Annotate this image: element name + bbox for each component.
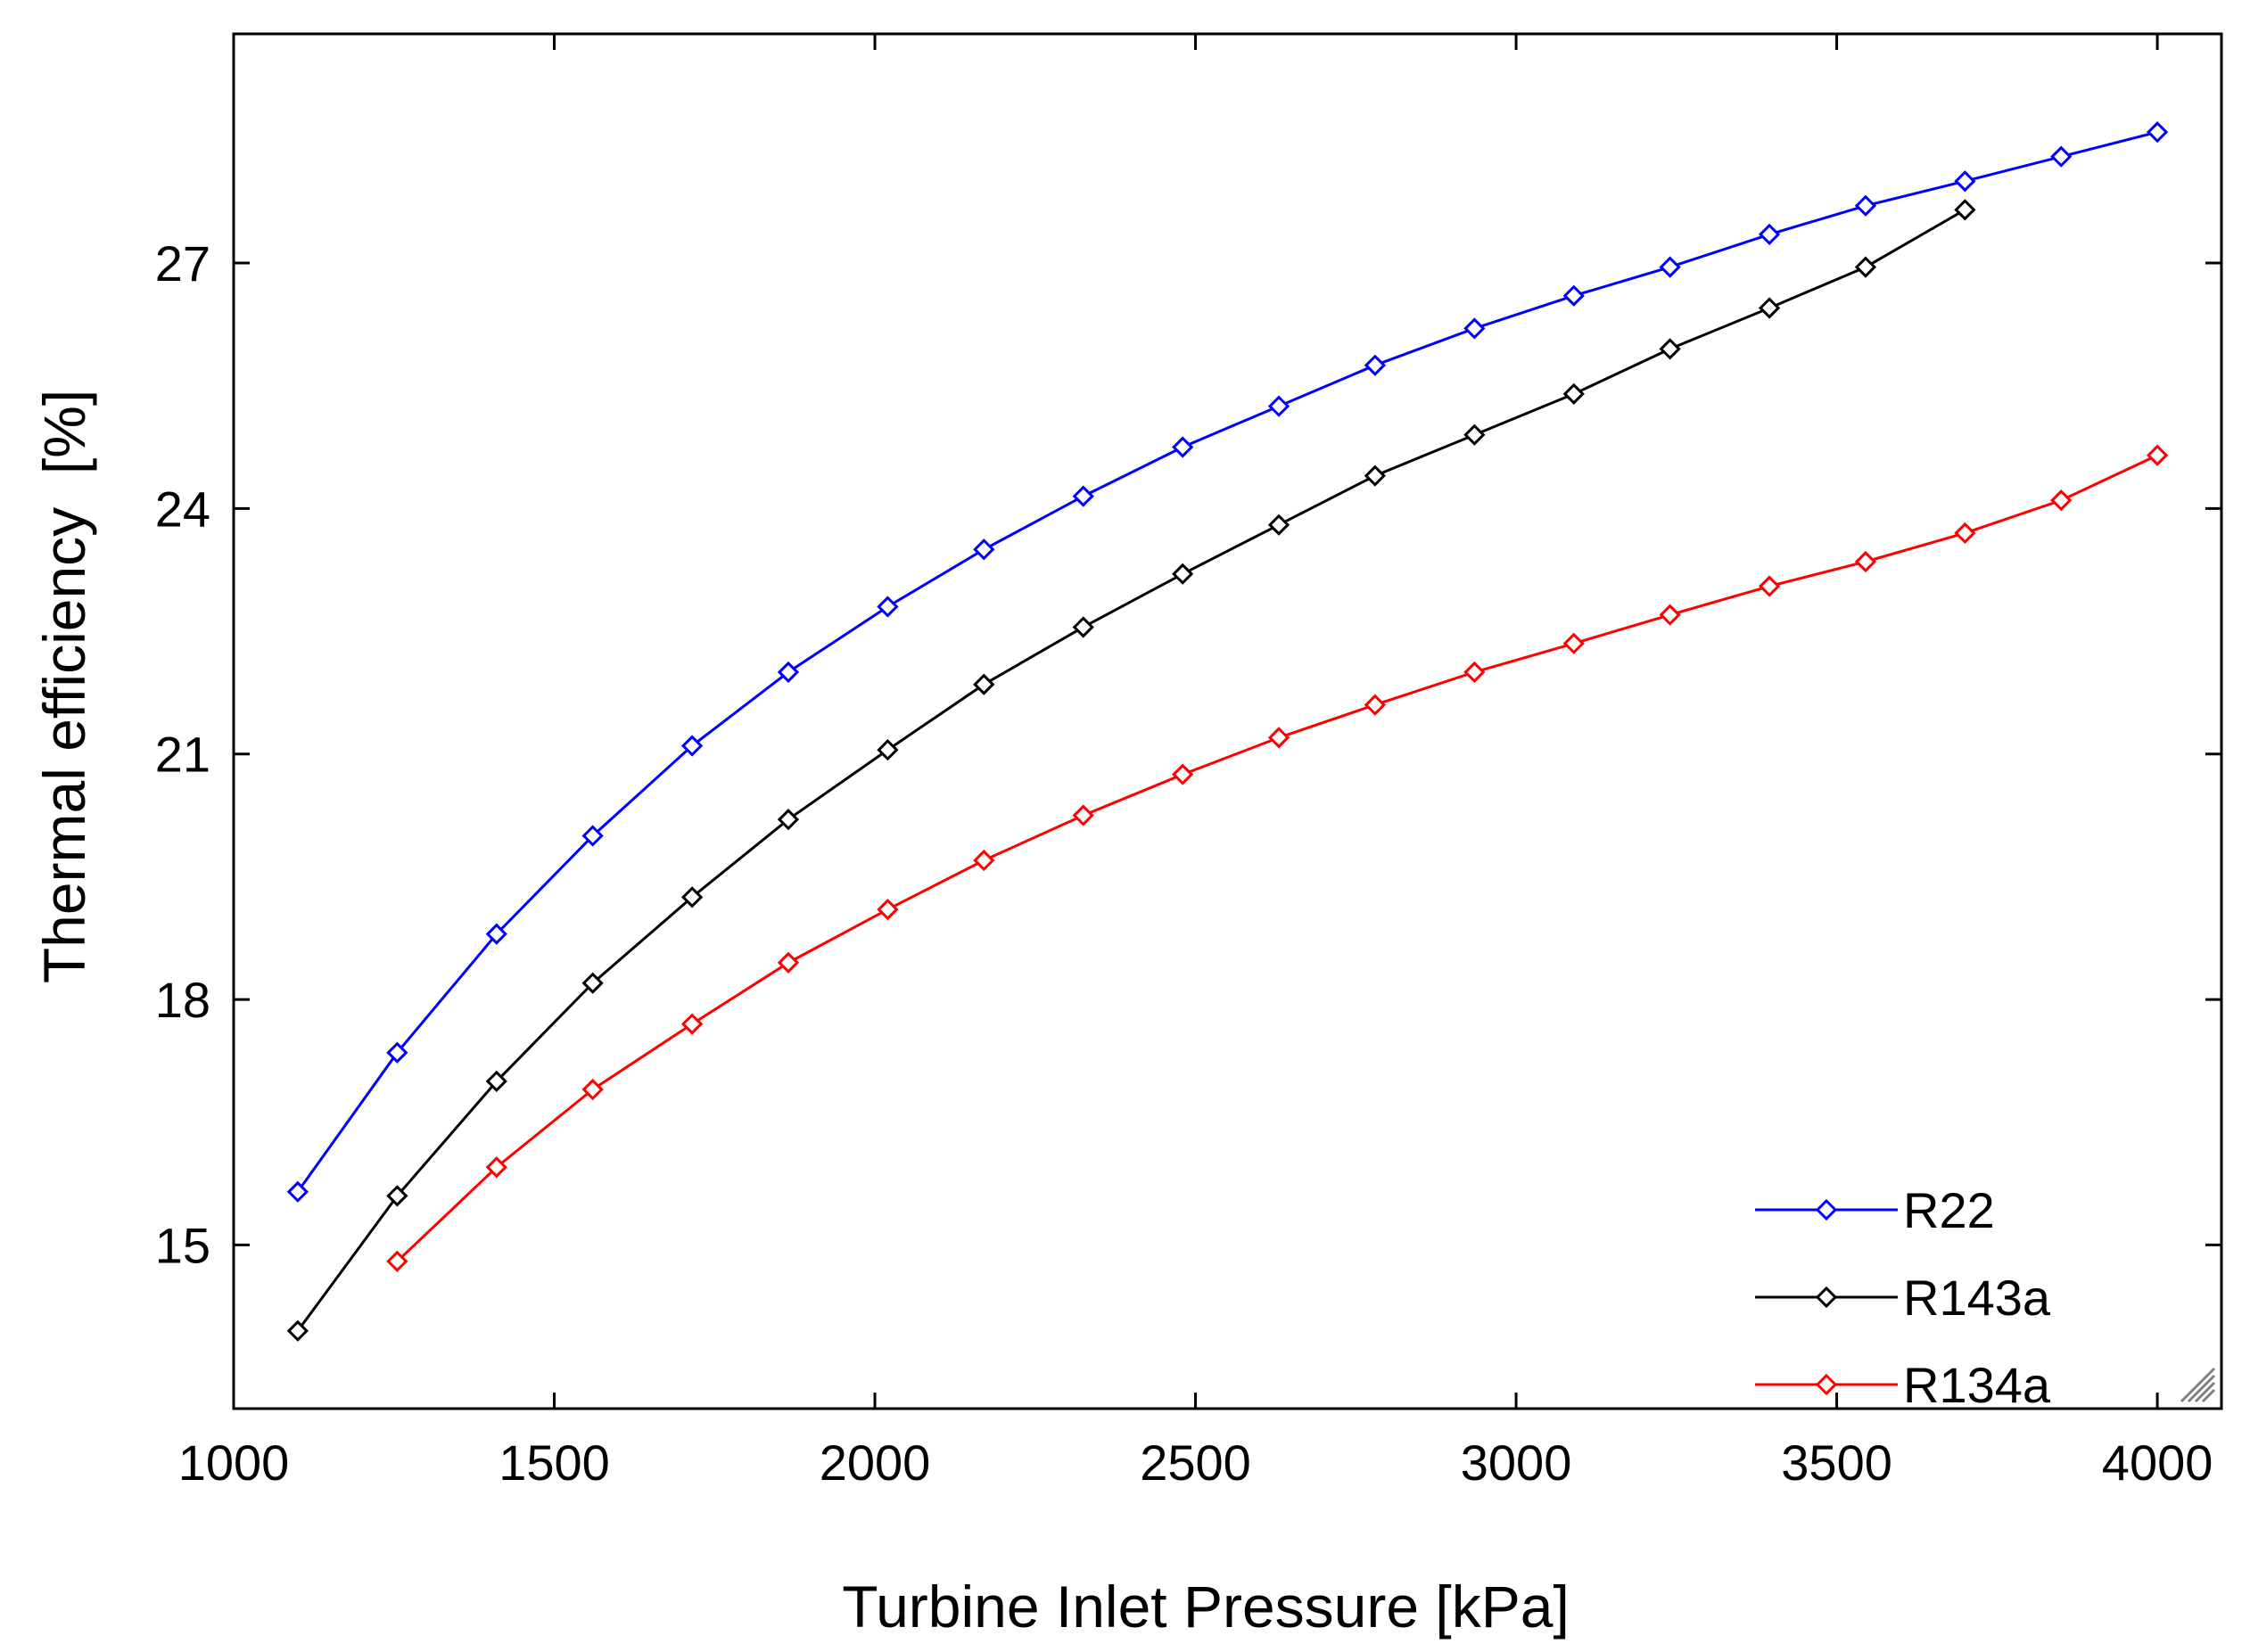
legend: R22 R143a R134a — [1755, 1182, 2051, 1413]
x-tick-label: 3500 — [1781, 1434, 1892, 1491]
y-tick-label: 21 — [155, 727, 210, 783]
x-tick-label: 1000 — [178, 1434, 290, 1491]
data-point-r22 — [581, 825, 604, 847]
data-point-r22 — [1562, 284, 1585, 307]
data-point-r22 — [1072, 485, 1094, 507]
data-point-r134a — [877, 898, 899, 921]
data-point-r134a — [1267, 727, 1290, 749]
data-point-r134a — [485, 1156, 507, 1179]
x-axis: 1000 1500 2000 2500 3000 3500 4000 — [178, 34, 2213, 1491]
data-point-r22 — [2050, 145, 2073, 168]
data-point-r143a — [1072, 616, 1094, 638]
data-point-r134a — [2050, 489, 2073, 512]
legend-marker-r143a — [1815, 1286, 1838, 1309]
x-tick-label: 4000 — [2102, 1434, 2213, 1491]
x-tick-label: 1500 — [499, 1434, 610, 1491]
data-point-r143a — [386, 1185, 408, 1207]
legend-marker-r22 — [1815, 1198, 1838, 1221]
data-point-r134a — [973, 849, 995, 872]
data-point-r134a — [2146, 444, 2169, 466]
data-point-r134a — [1172, 763, 1194, 785]
series-line-r143a — [296, 209, 1966, 1332]
data-point-r22 — [1954, 170, 1976, 193]
series-r22 — [286, 121, 2169, 1203]
data-point-r143a — [1463, 423, 1486, 446]
data-point-r22 — [777, 661, 800, 684]
data-point-r134a — [1562, 632, 1585, 654]
data-point-r143a — [1267, 514, 1290, 536]
plot-frame — [232, 32, 2223, 1410]
data-point-r134a — [680, 1013, 704, 1035]
series-layer — [286, 121, 2169, 1342]
data-point-r143a — [680, 886, 704, 908]
data-point-r134a — [1072, 804, 1094, 826]
x-axis-title: Turbine Inlet Pressure [kPa] — [842, 1574, 1570, 1640]
y-tick-label: 18 — [155, 972, 210, 1028]
resize-grip-icon — [2180, 1367, 2216, 1403]
data-point-r22 — [1659, 256, 1681, 278]
data-point-r143a — [581, 972, 604, 994]
y-tick-label: 15 — [155, 1217, 210, 1273]
data-point-r22 — [680, 735, 704, 757]
data-point-r143a — [877, 739, 899, 761]
data-point-r134a — [1954, 522, 1976, 545]
series-line-r22 — [296, 130, 2158, 1193]
x-tick-label: 2000 — [820, 1434, 931, 1491]
data-point-r143a — [1364, 464, 1387, 487]
data-point-r143a — [1659, 338, 1681, 360]
data-point-r134a — [1854, 550, 1877, 573]
data-point-r22 — [1172, 436, 1194, 458]
y-axis: 15 18 21 24 27 — [155, 235, 2221, 1273]
data-point-r134a — [581, 1078, 604, 1101]
x-tick-label: 2500 — [1140, 1434, 1251, 1491]
data-point-r134a — [1463, 661, 1486, 684]
data-point-r134a — [777, 951, 800, 974]
data-point-r22 — [877, 596, 899, 618]
data-point-r22 — [973, 538, 995, 561]
data-point-r22 — [1364, 354, 1387, 376]
data-point-r143a — [1854, 256, 1877, 278]
y-tick-label: 24 — [155, 481, 210, 537]
data-point-r22 — [1267, 395, 1290, 417]
data-point-r143a — [1954, 199, 1976, 221]
y-axis-title: Thermal efficiency [%] — [31, 390, 97, 983]
data-point-r143a — [1758, 297, 1781, 319]
data-point-r134a — [1659, 604, 1681, 626]
data-point-r143a — [286, 1319, 309, 1342]
legend-label-r22: R22 — [1903, 1182, 1995, 1238]
data-point-r143a — [973, 673, 995, 695]
legend-label-r134a: R134a — [1903, 1357, 2051, 1413]
data-point-r134a — [1758, 575, 1781, 597]
series-r134a — [386, 444, 2169, 1272]
data-point-r22 — [2146, 121, 2169, 144]
y-tick-label: 27 — [155, 235, 210, 292]
data-point-r22 — [1854, 194, 1877, 217]
data-point-r143a — [1562, 382, 1585, 405]
data-point-r134a — [1364, 694, 1387, 716]
x-tick-label: 3000 — [1461, 1434, 1572, 1491]
data-point-r22 — [286, 1180, 309, 1203]
data-point-r22 — [485, 923, 507, 945]
data-point-r22 — [386, 1041, 408, 1064]
legend-marker-r134a — [1815, 1373, 1838, 1396]
data-point-r143a — [485, 1070, 507, 1092]
data-point-r143a — [1172, 563, 1194, 585]
series-r143a — [286, 199, 1976, 1342]
data-point-r134a — [386, 1250, 408, 1272]
legend-label-r143a: R143a — [1903, 1270, 2051, 1326]
data-point-r22 — [1758, 223, 1781, 245]
data-point-r143a — [777, 809, 800, 831]
data-point-r22 — [1463, 317, 1486, 340]
